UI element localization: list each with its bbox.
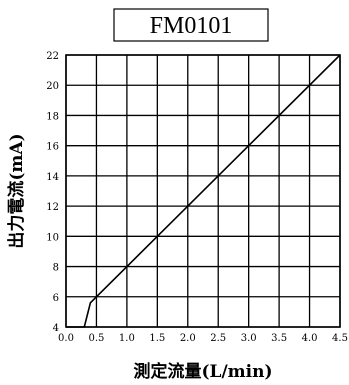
plot-frame: [65, 54, 341, 328]
x-tick-label: 4.0: [302, 333, 318, 344]
x-tick-label: 3.0: [241, 333, 257, 344]
y-tick-label: 8: [53, 263, 59, 274]
y-tick-label: 14: [46, 172, 59, 183]
chart-title-group: FM0101: [113, 8, 269, 42]
y-tick-label: 4: [53, 323, 59, 334]
y-tick-label: 6: [53, 293, 59, 304]
y-tick-label: 16: [46, 142, 59, 153]
x-tick-label: 1.5: [149, 333, 165, 344]
x-tick-label: 2.5: [210, 333, 226, 344]
x-tick-label: 0.5: [88, 333, 104, 344]
x-tick-label: 1.0: [119, 333, 135, 344]
x-axis-label: 測定流量(L/min): [133, 361, 272, 382]
y-tick-label: 10: [46, 232, 59, 243]
y-axis-label: 出力電流(mA): [6, 133, 27, 248]
y-tick-label: 18: [46, 111, 59, 122]
y-tick-label: 12: [46, 202, 59, 213]
chart-title-box: [113, 8, 269, 42]
x-tick-labels: 0.0 0.5 1.0 1.5 2.0 2.5 3.0 3.5 4.0 4.5: [58, 333, 348, 344]
output-current-line: [66, 54, 341, 328]
x-tick-label: 2.0: [180, 333, 196, 344]
chart-title: FM0101: [150, 13, 233, 39]
y-tick-label: 20: [46, 81, 59, 92]
series-layer: [66, 54, 341, 328]
x-tick-label: 4.5: [332, 333, 348, 344]
y-tick-labels: 4 6 8 10 12 14 16 18 20 22: [46, 51, 59, 334]
x-tick-label: 0.0: [58, 333, 74, 344]
y-tick-label: 22: [46, 51, 59, 62]
x-tick-label: 3.5: [271, 333, 287, 344]
